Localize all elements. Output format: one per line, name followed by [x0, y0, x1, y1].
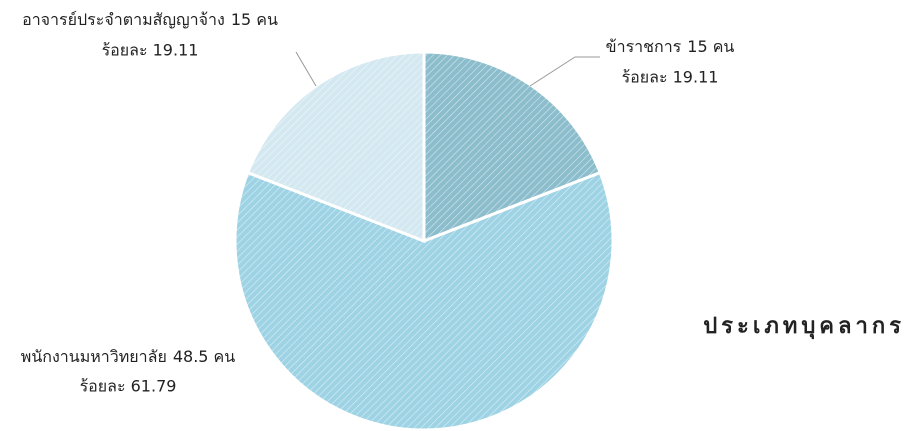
- chart-title: ประเภทบุคลากร: [703, 314, 905, 340]
- slice-label: พนักงานมหาวิทยาลัย 48.5 คน: [21, 347, 235, 366]
- count-label: 15 คน: [687, 37, 734, 56]
- category-name: พนักงานมหาวิทยาลัย: [21, 347, 167, 366]
- slice-label: อาจารย์ประจำตามสัญญาจ้าง 15 คน: [22, 10, 278, 29]
- category-name: อาจารย์ประจำตามสัญญาจ้าง: [22, 10, 225, 29]
- value-label: ร้อยละ 19.11: [622, 68, 719, 87]
- count-label: 15 คน: [231, 10, 278, 29]
- leader-line: [295, 51, 317, 87]
- category-name: ข้าราชการ: [606, 37, 682, 56]
- slice-label: ข้าราชการ 15 คน: [606, 37, 735, 56]
- pie-slice: [245, 50, 426, 244]
- value-label: ร้อยละ 61.79: [80, 377, 177, 396]
- count-label: 48.5 คน: [173, 347, 235, 366]
- pie-slice: [233, 170, 615, 431]
- value-label: ร้อยละ 19.11: [102, 41, 199, 60]
- leader-line: [529, 56, 600, 87]
